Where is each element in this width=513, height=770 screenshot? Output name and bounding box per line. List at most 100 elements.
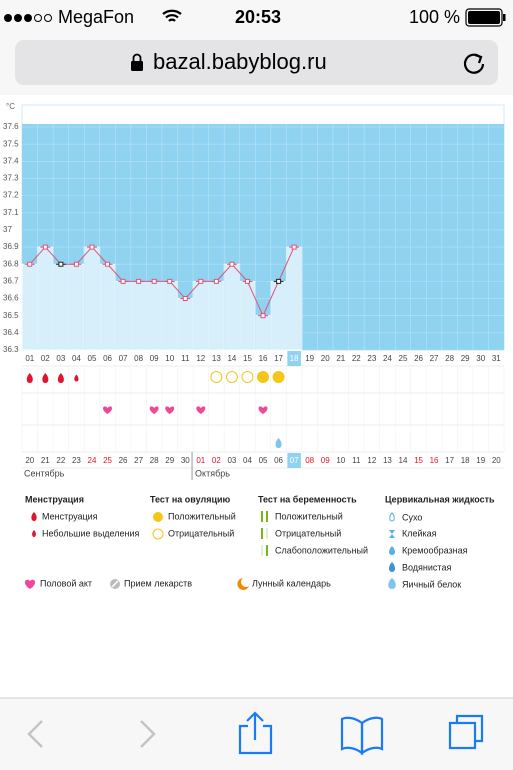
temperature-column — [37, 246, 54, 351]
legend-item: Водянистая — [402, 562, 451, 572]
time: 20:53 — [235, 7, 281, 27]
legend-icon — [261, 545, 268, 556]
temperature-point — [42, 244, 48, 250]
temperature-column — [254, 315, 272, 351]
temperature-point — [182, 296, 188, 302]
x-tick-label: 07 — [119, 354, 128, 363]
date-label: 06 — [274, 456, 283, 465]
x-tick-label: 04 — [72, 354, 81, 363]
y-tick-label: 37.2 — [3, 191, 19, 200]
egg-white-mark — [275, 438, 282, 448]
legend-item: Кремообразная — [402, 545, 468, 555]
x-tick-label: 15 — [243, 354, 252, 363]
date-label: 14 — [399, 456, 408, 465]
temperature-column — [21, 263, 38, 351]
x-tick-label: 01 — [25, 354, 34, 363]
legend-icon — [152, 528, 164, 540]
y-tick-label: 36.4 — [3, 328, 19, 337]
ovulation-negative-mark — [241, 371, 254, 383]
today-highlight — [287, 453, 301, 468]
chart: °C 36.3 36.4 36.5 36.6 36.7 36.8 36.9 37 37.1 37.2… — [3, 102, 505, 480]
temperature-point — [213, 278, 219, 284]
temperature-point — [291, 244, 297, 250]
legend-title: Тест на овуляцию — [150, 494, 231, 504]
temperature-point — [73, 261, 79, 267]
x-tick-label: 27 — [430, 354, 439, 363]
spotting-mark — [74, 374, 79, 382]
reload-button[interactable] — [463, 53, 485, 74]
y-tick-label: 36.3 — [3, 345, 19, 354]
temperature-point — [244, 278, 250, 284]
y-tick-label: 37.1 — [3, 208, 19, 217]
temperature-column — [239, 280, 256, 351]
legend-title: Тест на беременность — [258, 494, 357, 504]
reload-arrow — [474, 53, 483, 64]
legend-item: Лунный календарь — [252, 578, 331, 588]
date-label: 20 — [25, 456, 34, 465]
forward-button[interactable] — [140, 720, 156, 748]
address-bar[interactable] — [15, 40, 498, 85]
x-tick-label: 31 — [492, 354, 501, 363]
temperature-column — [130, 280, 147, 351]
date-label: 11 — [352, 456, 361, 465]
legend-item: Менструация — [42, 511, 98, 521]
x-tick-label: 13 — [212, 354, 221, 363]
date-label: 15 — [414, 456, 423, 465]
x-tick-label: 12 — [196, 354, 205, 363]
temperature-point — [136, 278, 142, 284]
temperature-column — [114, 280, 132, 351]
ovulation-positive-mark — [272, 371, 285, 383]
battery-icon — [465, 8, 503, 27]
date-label: 05 — [259, 456, 268, 465]
temperature-point — [27, 261, 33, 267]
legend-item: Отрицательный — [168, 528, 234, 538]
temperature-point — [260, 313, 266, 319]
date-label: 09 — [321, 456, 330, 465]
today-highlight — [287, 351, 301, 366]
x-tick-label: 06 — [103, 354, 112, 363]
legend: Менструация Менструация Небольшие выделе… — [24, 494, 495, 590]
date-label: 13 — [383, 456, 392, 465]
wifi-icon — [162, 9, 182, 22]
x-tick-label: 24 — [383, 354, 392, 363]
date-label: 12 — [367, 456, 376, 465]
y-tick-label: 37 — [3, 225, 12, 234]
legend-icon — [389, 562, 395, 572]
share-button[interactable] — [238, 711, 273, 755]
temperature-column — [285, 246, 303, 351]
temperature-column — [83, 246, 101, 351]
bookmarks-button[interactable] — [340, 716, 384, 756]
y-tick-label: 36.9 — [3, 242, 19, 251]
legend-icon — [388, 578, 396, 589]
temperature-point — [229, 261, 235, 267]
temperature-column — [192, 280, 210, 351]
legend-title: Менструация — [25, 494, 84, 504]
temperature-column — [68, 263, 85, 351]
temperature-point — [167, 278, 173, 284]
legend-icon — [110, 579, 120, 589]
date-label: 24 — [88, 456, 97, 465]
temperature-point — [276, 278, 282, 284]
y-tick-label: 37.6 — [3, 122, 19, 131]
date-label: 02 — [212, 456, 221, 465]
x-tick-label: 08 — [134, 354, 143, 363]
menstruation-mark — [57, 373, 64, 383]
legend-item: Отрицательный — [275, 528, 341, 538]
legend-item: Прием лекарств — [124, 578, 192, 588]
battery-level — [468, 11, 500, 24]
intercourse-mark — [258, 406, 268, 414]
ovulation-negative-mark — [210, 371, 223, 383]
legend-item: Яичный белок — [402, 579, 461, 589]
x-tick-label: 23 — [367, 354, 376, 363]
intercourse-mark — [165, 406, 175, 414]
url: bazal.babyblog.ru — [153, 49, 327, 74]
x-tick-label: 19 — [305, 354, 314, 363]
ovulation-negative-mark — [225, 371, 238, 383]
menstruation-mark — [26, 373, 33, 383]
tabs-button[interactable] — [448, 714, 484, 750]
x-tick-label: 30 — [476, 354, 485, 363]
back-button[interactable] — [27, 720, 43, 748]
intercourse-mark — [103, 406, 112, 414]
date-label: 30 — [181, 456, 190, 465]
